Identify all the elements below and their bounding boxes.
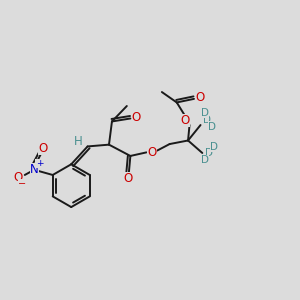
Text: D: D xyxy=(208,122,216,131)
Text: N: N xyxy=(30,163,39,176)
Text: D: D xyxy=(210,142,218,152)
Text: O: O xyxy=(13,171,22,184)
Text: O: O xyxy=(180,114,190,127)
Text: D: D xyxy=(205,148,213,158)
Text: D: D xyxy=(201,108,209,118)
Text: O: O xyxy=(132,111,141,124)
Text: −: − xyxy=(18,179,26,189)
Text: O: O xyxy=(38,142,47,155)
Text: H: H xyxy=(74,135,82,148)
Text: O: O xyxy=(123,172,132,185)
Text: D: D xyxy=(203,115,211,125)
Text: O: O xyxy=(147,146,156,159)
Text: O: O xyxy=(195,91,205,104)
Text: +: + xyxy=(36,159,43,168)
Text: D: D xyxy=(201,155,209,165)
